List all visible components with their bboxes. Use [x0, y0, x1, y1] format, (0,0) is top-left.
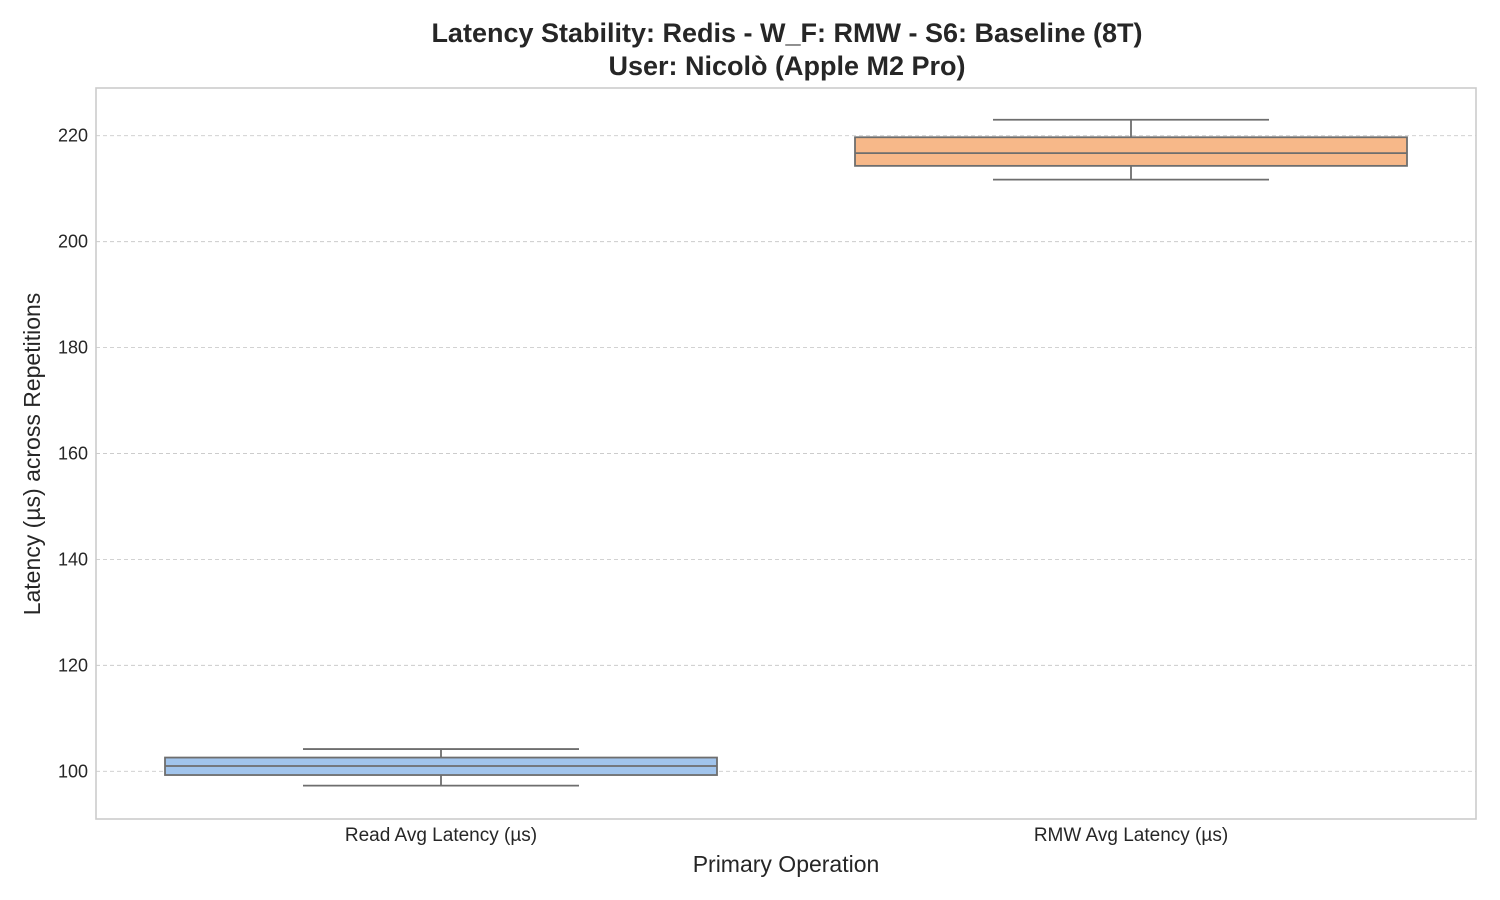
chart-title-line-2: User: Nicolò (Apple M2 Pro)	[608, 51, 966, 81]
x-tick-labels: Read Avg Latency (µs) RMW Avg Latency (µs…	[345, 825, 1228, 846]
y-axis-label: Latency (µs) across Repetitions	[19, 293, 45, 616]
chart-title-line-1: Latency Stability: Redis - W_F: RMW - S6…	[431, 18, 1143, 48]
y-tick-label: 220	[58, 126, 88, 146]
y-tick-label: 120	[58, 655, 88, 675]
box-group	[854, 118, 1408, 181]
y-tick-label: 160	[58, 444, 88, 464]
box-iqr	[854, 136, 1408, 167]
y-tick-label: 200	[58, 232, 88, 252]
y-tick-labels: 100 120 140 160 180 200 220	[58, 126, 88, 782]
plot-frame	[95, 87, 1477, 820]
x-tick-label: Read Avg Latency (µs)	[345, 825, 537, 846]
grid-lines	[96, 135, 1476, 772]
box-group	[164, 748, 718, 787]
y-tick-label: 180	[58, 338, 88, 358]
boxes	[164, 118, 1408, 787]
x-tick-label: RMW Avg Latency (µs)	[1034, 825, 1228, 846]
y-tick-label: 140	[58, 549, 88, 569]
y-tick-label: 100	[58, 761, 88, 781]
x-axis-label: Primary Operation	[693, 851, 880, 877]
